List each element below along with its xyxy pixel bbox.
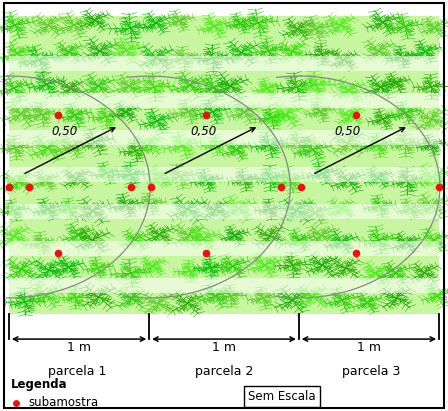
- Text: 0,50: 0,50: [334, 125, 360, 138]
- Text: 1 m: 1 m: [212, 341, 236, 354]
- Text: parcela 3: parcela 3: [342, 365, 401, 379]
- Bar: [9, 241, 439, 256]
- Bar: [9, 56, 439, 71]
- Bar: [9, 93, 439, 108]
- Bar: [9, 167, 439, 182]
- Text: 1 m: 1 m: [67, 341, 91, 354]
- Text: 1 m: 1 m: [357, 341, 381, 354]
- Bar: [9, 16, 439, 314]
- Bar: [9, 204, 439, 219]
- Text: Legenda: Legenda: [11, 378, 68, 391]
- Bar: [9, 130, 439, 145]
- Text: 0,50: 0,50: [52, 125, 78, 138]
- Bar: [9, 278, 439, 293]
- Text: 0,50: 0,50: [191, 125, 217, 138]
- Text: parcela 2: parcela 2: [195, 365, 253, 379]
- Text: parcela 1: parcela 1: [47, 365, 106, 379]
- Text: subamostra: subamostra: [28, 396, 99, 409]
- Text: Sem Escala: Sem Escala: [249, 390, 316, 403]
